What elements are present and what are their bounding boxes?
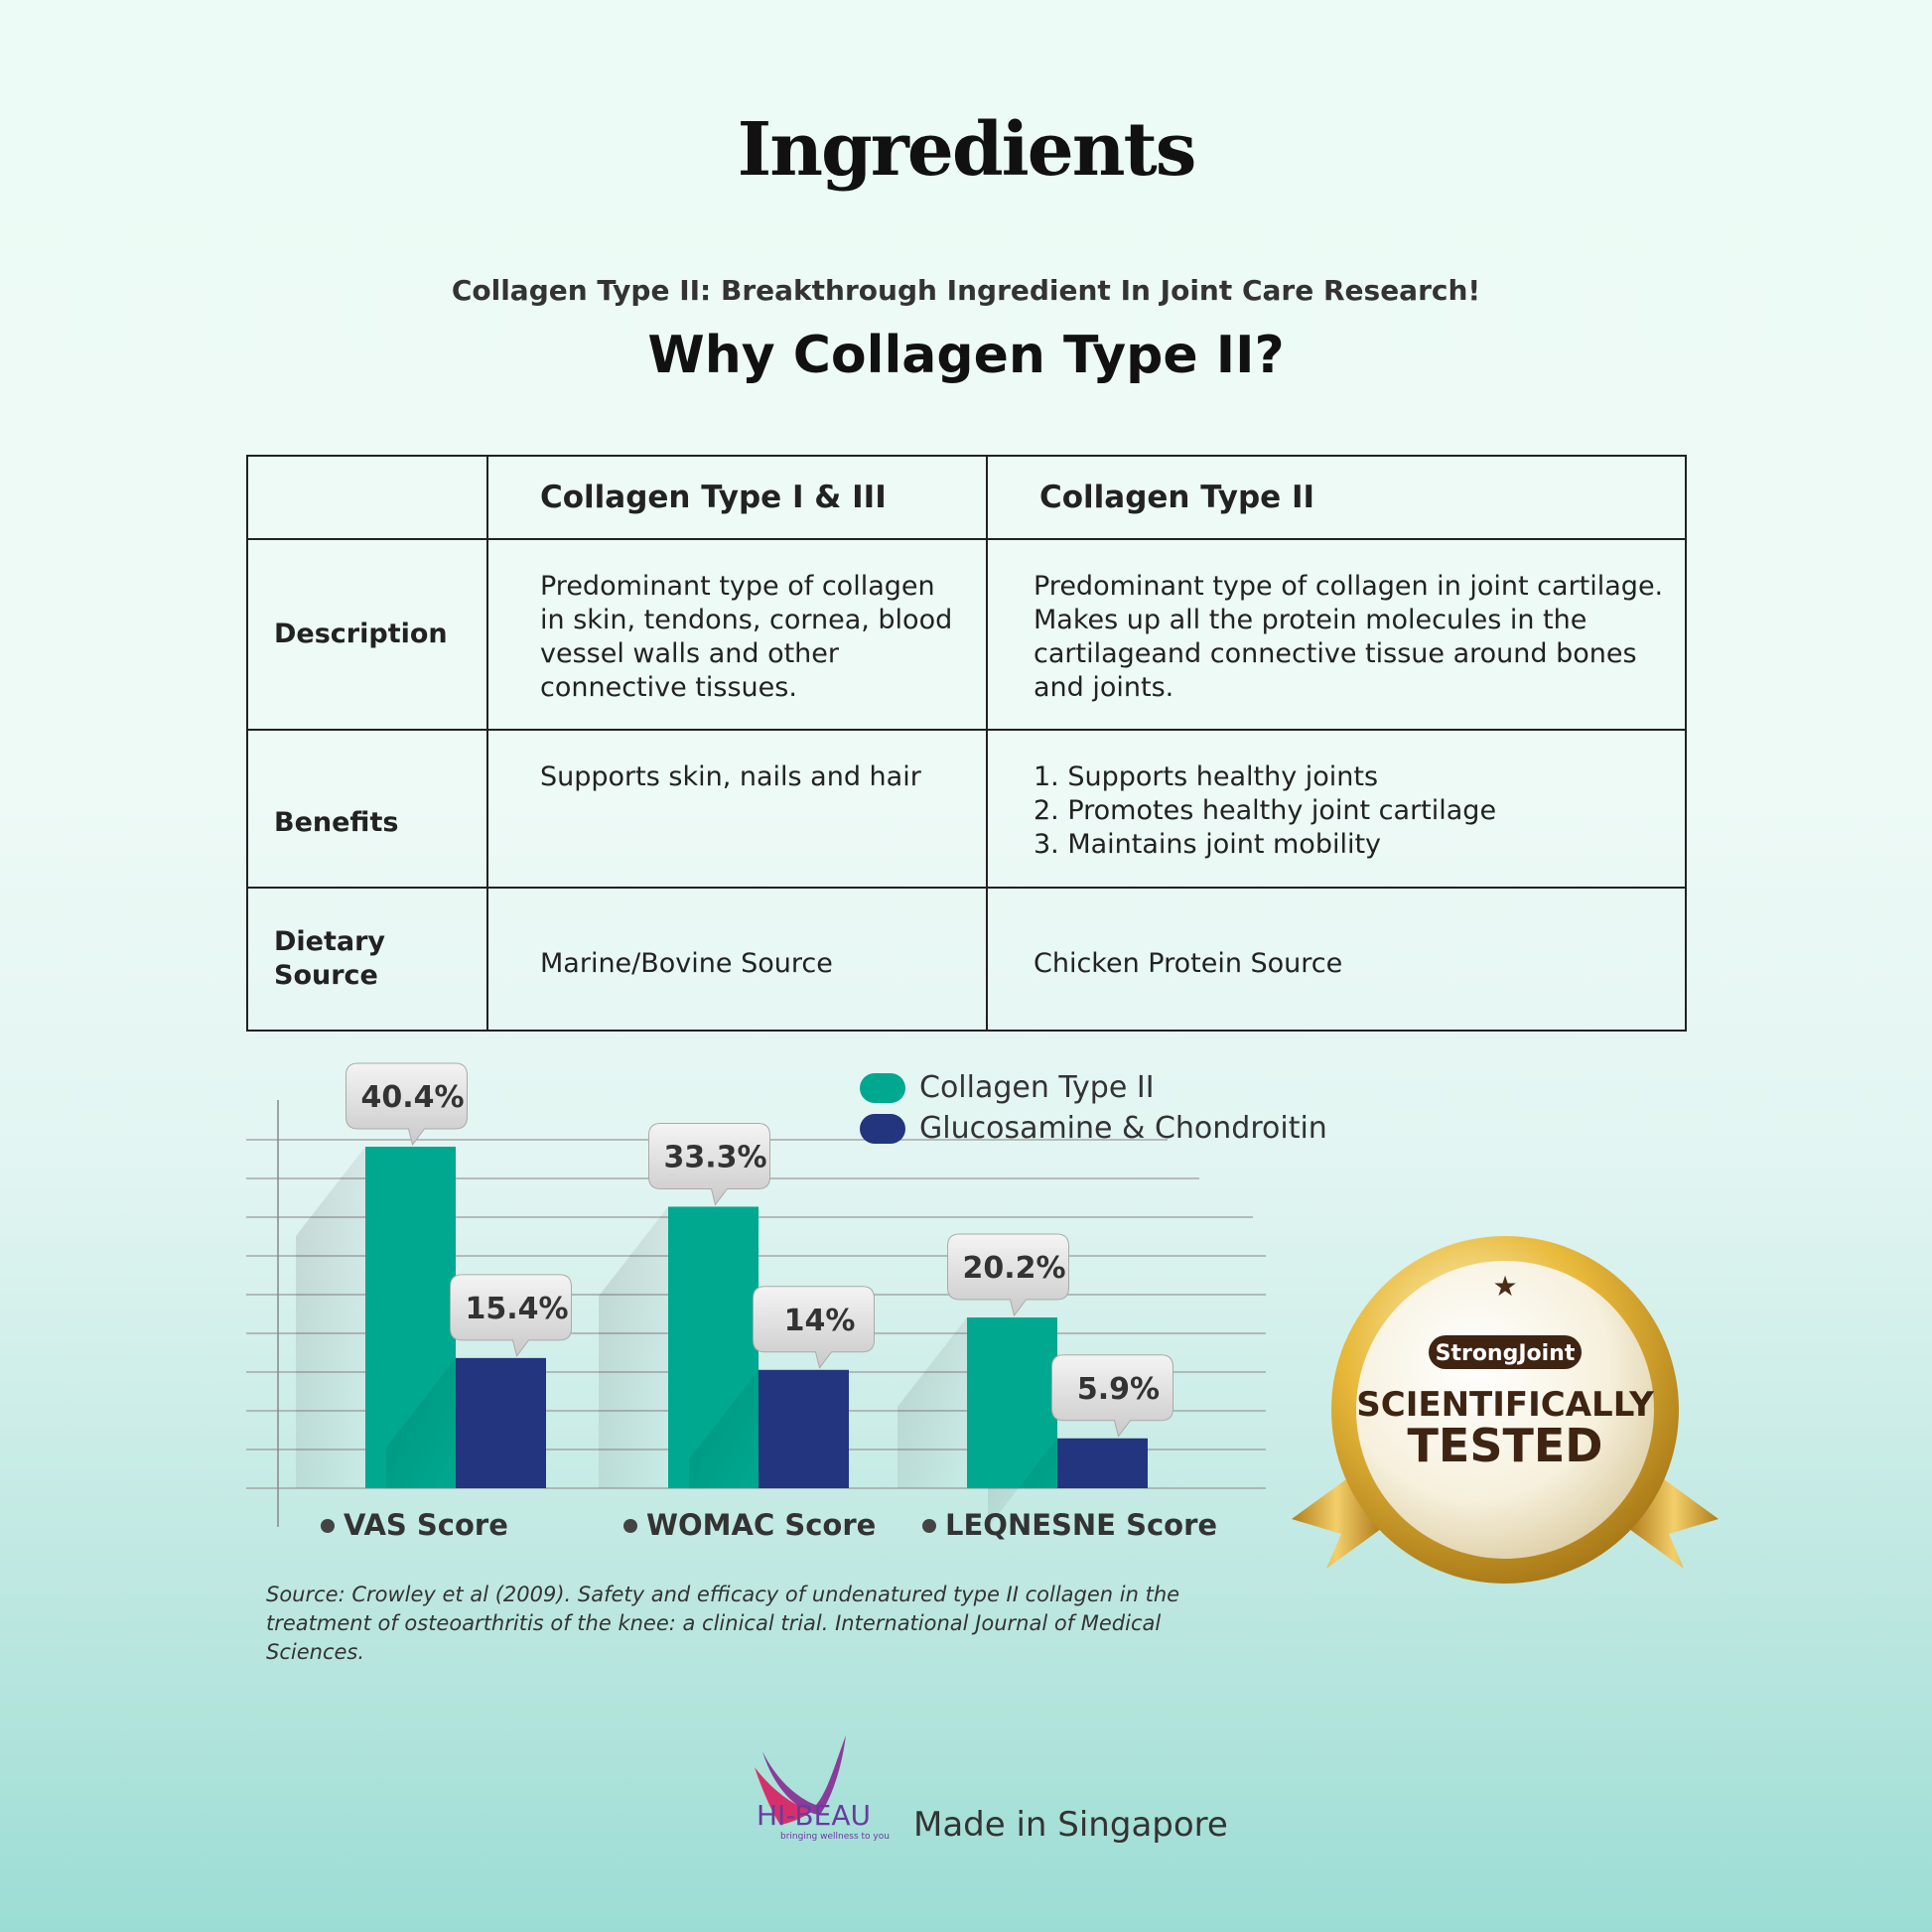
- legend-item-collagen: Collagen Type II: [860, 1070, 1155, 1105]
- data-label: 20.2%: [962, 1251, 1065, 1286]
- data-label: 33.3%: [663, 1140, 766, 1174]
- category-label: WOMAC Score: [646, 1508, 876, 1542]
- bar-collagen: [668, 1206, 759, 1488]
- comparison-table: Collagen Type I & III Collagen Type II D…: [246, 455, 1687, 1032]
- table-header-row: Collagen Type I & III Collagen Type II: [246, 455, 1687, 540]
- data-label-callout: 15.4%: [450, 1274, 572, 1358]
- bar-shadow: [599, 1206, 668, 1488]
- row-label-description: Description: [246, 538, 488, 731]
- data-label: 40.4%: [360, 1080, 464, 1115]
- section-heading: Why Collagen Type II?: [647, 326, 1285, 385]
- chart-category-labels: VAS Score WOMAC Score LEQNESNE Score: [321, 1508, 1217, 1542]
- logo-tagline: bringing wellness to you: [780, 1832, 890, 1842]
- bar-glucosamine: [759, 1369, 849, 1488]
- benefit-item: 1. Supports healthy joints: [1034, 761, 1379, 792]
- made-in-singapore: Made in Singapore: [913, 1805, 1228, 1845]
- badge-tag: StrongJoint: [1436, 1341, 1576, 1366]
- row-label-dietary-source: Dietary Source: [246, 887, 488, 1032]
- legend-label: Glucosamine & Chondroitin: [919, 1111, 1327, 1146]
- category-bullet: [922, 1519, 936, 1533]
- category-bullet: [623, 1519, 637, 1533]
- hi-beau-logo: HI-BEAU bringing wellness to you: [725, 1731, 894, 1849]
- table-header-type-1-3: Collagen Type I & III: [486, 455, 988, 540]
- data-label: 14%: [784, 1304, 856, 1338]
- scientifically-tested-badge: ★ StrongJoint SCIENTIFICALLY TESTED: [1287, 1231, 1724, 1608]
- category-label: LEQNESNE Score: [945, 1508, 1217, 1542]
- data-label-callout: 14%: [753, 1286, 875, 1369]
- data-label-callout: 20.2%: [947, 1233, 1069, 1317]
- legend-swatch-collagen: [860, 1072, 905, 1103]
- cell-benefits-type-1-3: Supports skin, nails and hair: [486, 729, 988, 889]
- legend-swatch-glucosamine: [860, 1113, 905, 1144]
- data-label-callout: 5.9%: [1051, 1354, 1173, 1438]
- data-label-callout: 33.3%: [648, 1122, 770, 1206]
- data-label: 5.9%: [1077, 1372, 1160, 1407]
- cell-dietary-type-1-3: Marine/Bovine Source: [486, 887, 988, 1032]
- chart-bars: [296, 1147, 1148, 1528]
- page-subtitle: Collagen Type II: Breakthrough Ingredien…: [451, 274, 1481, 307]
- bar-shadow: [988, 1438, 1057, 1528]
- cell-description-type-1-3: Predominant type of collagen in skin, te…: [486, 538, 988, 731]
- bar-shadow: [386, 1357, 456, 1488]
- table-row: Benefits Supports skin, nails and hair 1…: [246, 729, 1687, 889]
- page-title: Ingredients: [737, 107, 1197, 193]
- category-bullet: [321, 1519, 335, 1533]
- bar-shadow: [296, 1147, 365, 1488]
- benefit-item: 2. Promotes healthy joint cartilage: [1034, 795, 1497, 826]
- benefit-item: 3. Maintains joint mobility: [1034, 829, 1382, 860]
- bar-shadow: [689, 1369, 759, 1488]
- badge-line1: SCIENTIFICALLY: [1356, 1385, 1654, 1425]
- chart-gridlines: [246, 1100, 1266, 1527]
- bar-collagen: [967, 1317, 1057, 1488]
- bar-collagen: [365, 1147, 456, 1488]
- legend-label: Collagen Type II: [919, 1070, 1155, 1105]
- table-corner-cell: [246, 455, 488, 540]
- table-row: Dietary Source Marine/Bovine Source Chic…: [246, 887, 1687, 1032]
- cell-dietary-type-2: Chicken Protein Source: [986, 887, 1687, 1032]
- cell-description-type-2: Predominant type of collagen in joint ca…: [986, 538, 1687, 731]
- data-label-callout: 40.4%: [345, 1062, 468, 1147]
- logo-brand: HI-BEAU: [757, 1799, 871, 1832]
- source-citation: Source: Crowley et al (2009). Safety and…: [266, 1583, 1180, 1664]
- bar-shadow: [897, 1317, 967, 1488]
- badge-line2: TESTED: [1408, 1419, 1603, 1472]
- star-icon: ★: [1492, 1270, 1517, 1303]
- cell-benefits-type-2: 1. Supports healthy joints 2. Promotes h…: [986, 729, 1687, 889]
- table-row: Description Predominant type of collagen…: [246, 538, 1687, 731]
- legend-item-glucosamine: Glucosamine & Chondroitin: [860, 1111, 1327, 1146]
- data-label: 15.4%: [465, 1292, 568, 1326]
- bar-glucosamine: [456, 1357, 546, 1488]
- category-label: VAS Score: [344, 1508, 508, 1542]
- bar-glucosamine: [1057, 1438, 1148, 1488]
- row-label-benefits: Benefits: [246, 729, 488, 889]
- table-header-type-2: Collagen Type II: [986, 455, 1687, 540]
